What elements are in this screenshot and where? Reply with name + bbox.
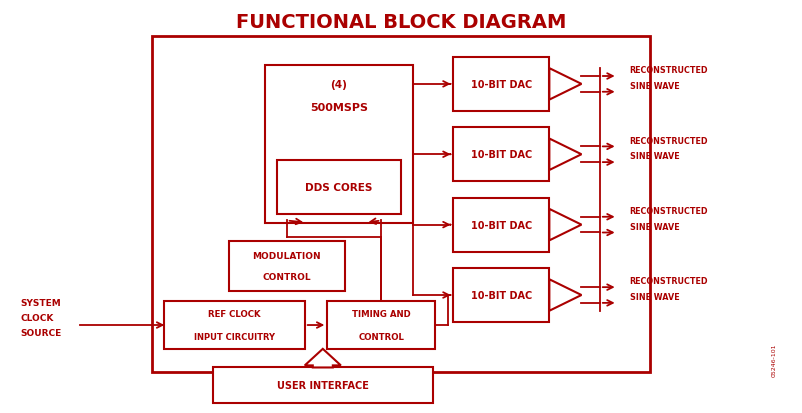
Bar	[327, 301, 435, 349]
Text: CONTROL: CONTROL	[358, 332, 404, 341]
Text: SINE WAVE: SINE WAVE	[630, 82, 679, 91]
Text: RECONSTRUCTED: RECONSTRUCTED	[630, 136, 708, 145]
Polygon shape	[549, 280, 581, 311]
Text: RECONSTRUCTED: RECONSTRUCTED	[630, 277, 708, 286]
Text: 10-BIT DAC: 10-BIT DAC	[471, 150, 532, 160]
Bar	[152, 37, 650, 372]
Text: DDS CORES: DDS CORES	[305, 183, 373, 193]
Text: 10-BIT DAC: 10-BIT DAC	[471, 80, 532, 90]
Text: SINE WAVE: SINE WAVE	[630, 152, 679, 161]
Bar	[453, 58, 549, 112]
Text: 500MSPS: 500MSPS	[310, 102, 368, 112]
Bar	[453, 198, 549, 252]
Bar	[453, 128, 549, 182]
Text: RECONSTRUCTED: RECONSTRUCTED	[630, 206, 708, 216]
Text: MODULATION: MODULATION	[253, 252, 321, 261]
Text: INPUT CIRCUITRY: INPUT CIRCUITRY	[194, 332, 275, 341]
Bar	[265, 66, 413, 223]
Text: USER INTERFACE: USER INTERFACE	[277, 380, 369, 390]
Text: CLOCK: CLOCK	[20, 313, 54, 322]
Polygon shape	[549, 209, 581, 241]
Bar	[229, 242, 345, 291]
Text: FUNCTIONAL BLOCK DIAGRAM: FUNCTIONAL BLOCK DIAGRAM	[236, 13, 566, 32]
Polygon shape	[549, 69, 581, 100]
Text: CONTROL: CONTROL	[262, 272, 311, 281]
Text: 10-BIT DAC: 10-BIT DAC	[471, 220, 532, 230]
Text: 10-BIT DAC: 10-BIT DAC	[471, 290, 532, 300]
Polygon shape	[549, 139, 581, 171]
Polygon shape	[305, 349, 341, 368]
Text: SINE WAVE: SINE WAVE	[630, 292, 679, 301]
Text: SOURCE: SOURCE	[20, 328, 61, 337]
Bar	[277, 161, 401, 215]
Bar	[164, 301, 305, 349]
Bar	[213, 368, 433, 403]
Text: 05246-101: 05246-101	[772, 343, 776, 376]
Text: SYSTEM: SYSTEM	[20, 298, 61, 307]
Text: REF CLOCK: REF CLOCK	[209, 309, 261, 318]
Text: TIMING AND: TIMING AND	[352, 309, 411, 318]
Bar	[453, 268, 549, 322]
Text: (4): (4)	[330, 80, 347, 90]
Text: SINE WAVE: SINE WAVE	[630, 222, 679, 231]
Text: RECONSTRUCTED: RECONSTRUCTED	[630, 66, 708, 75]
